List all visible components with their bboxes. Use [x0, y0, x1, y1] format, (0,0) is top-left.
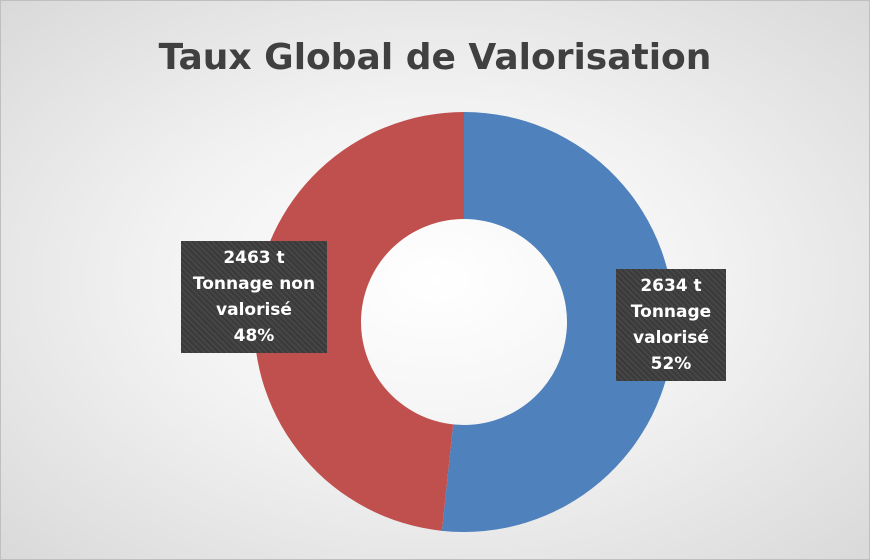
percent-label: 48% [233, 326, 275, 346]
value-label: 2463 t [223, 248, 285, 268]
slice [441, 112, 675, 532]
category-label: Tonnage valorisé [630, 302, 712, 348]
percent-label: 52% [650, 354, 692, 374]
slice [254, 112, 464, 531]
value-label: 2634 t [640, 276, 702, 296]
category-label: Tonnage non valorisé [192, 274, 316, 320]
chart-title: Taux Global de Valorisation [158, 37, 712, 78]
data-label: 2463 t Tonnage non valorisé 48% [181, 241, 327, 353]
data-label: 2634 t Tonnage valorisé 52% [616, 269, 726, 381]
